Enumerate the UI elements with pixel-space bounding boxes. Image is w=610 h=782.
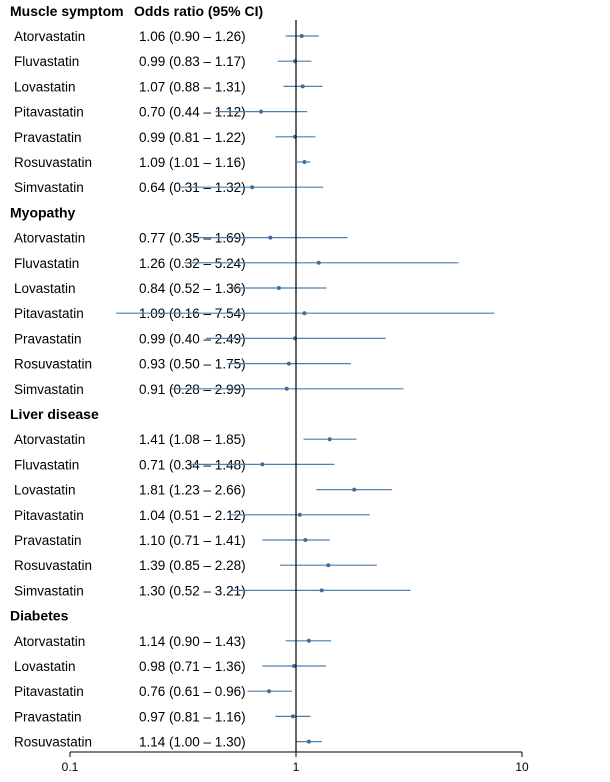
odds-ratio-point [319, 588, 324, 593]
odds-ratio-point [286, 361, 291, 366]
drug-label: Lovastatin [14, 281, 76, 296]
group-header: Diabetes [10, 608, 69, 624]
drug-label: Pitavastatin [14, 684, 84, 699]
x-tick-label: 1 [293, 760, 300, 774]
group-header: Liver disease [10, 406, 99, 422]
drug-label: Pitavastatin [14, 105, 84, 120]
odds-ratio-point [306, 739, 311, 744]
drug-label: Pitavastatin [14, 508, 84, 523]
odds-ratio-label: 1.30 (0.52 – 3.21) [139, 583, 246, 598]
drug-label: Lovastatin [14, 483, 76, 498]
odds-ratio-label: 1.09 (1.01 – 1.16) [139, 155, 246, 170]
drug-label: Pitavastatin [14, 306, 84, 321]
group-column-header: Muscle symptom [10, 3, 124, 19]
odds-ratio-label: 1.06 (0.90 – 1.26) [139, 29, 246, 44]
odds-ratio-label: 1.04 (0.51 – 2.12) [139, 508, 246, 523]
drug-label: Rosuvastatin [14, 155, 92, 170]
odds-ratio-point [326, 563, 331, 568]
drug-label: Simvastatin [14, 180, 84, 195]
odds-ratio-label: 1.39 (0.85 – 2.28) [139, 558, 246, 573]
x-tick-label: 0.1 [62, 760, 79, 774]
odds-ratio-label: 0.70 (0.44 – 1.12) [139, 105, 246, 120]
drug-label: Fluvastatin [14, 54, 79, 69]
drug-label: Pravastatin [14, 130, 82, 145]
drug-label: Simvastatin [14, 583, 84, 598]
drug-label: Pravastatin [14, 709, 82, 724]
odds-ratio-point [327, 437, 332, 442]
odds-ratio-point [276, 286, 281, 290]
drug-label: Rosuvastatin [14, 357, 92, 372]
odds-ratio-point [291, 714, 296, 719]
odds-ratio-point [292, 664, 297, 668]
odds-ratio-label: 0.76 (0.61 – 0.96) [139, 684, 246, 699]
odds-ratio-label: 0.77 (0.35 – 1.69) [139, 231, 246, 246]
odds-ratio-label: 0.98 (0.71 – 1.36) [139, 659, 246, 674]
odds-ratio-point [260, 462, 265, 467]
odds-ratio-point [284, 386, 289, 391]
odds-ratio-point [300, 84, 305, 89]
odds-ratio-label: 1.10 (0.71 – 1.41) [139, 533, 246, 548]
odds-ratio-point [302, 311, 307, 316]
odds-ratio-point [316, 260, 321, 265]
x-axis: 0.1 1 10 [62, 20, 529, 774]
drug-label: Atorvastatin [14, 29, 85, 44]
odds-ratio-point [267, 689, 272, 694]
odds-ratio-column-header: Odds ratio (95% CI) [134, 3, 263, 19]
odds-ratio-label: 1.81 (1.23 – 2.66) [139, 483, 246, 498]
odds-ratio-label: 0.93 (0.50 – 1.75) [139, 357, 246, 372]
drug-label: Atorvastatin [14, 634, 85, 649]
odds-ratio-label: 1.41 (1.08 – 1.85) [139, 432, 246, 447]
odds-ratio-point [250, 185, 255, 190]
drug-label: Rosuvastatin [14, 735, 92, 750]
odds-ratio-point [268, 235, 273, 240]
group-header: Myopathy [10, 204, 76, 220]
odds-ratio-label: 0.97 (0.81 – 1.16) [139, 709, 246, 724]
odds-ratio-point [302, 160, 307, 164]
odds-ratio-label: 1.14 (1.00 – 1.30) [139, 735, 246, 750]
odds-ratio-point [306, 638, 311, 643]
odds-ratio-label: 1.14 (0.90 – 1.43) [139, 634, 246, 649]
drug-label: Rosuvastatin [14, 558, 92, 573]
odds-ratio-point [352, 487, 357, 492]
rows-layer: Atorvastatin 1.06 (0.90 – 1.26) Fluvastati… [10, 29, 495, 750]
drug-label: Fluvastatin [14, 256, 79, 271]
odds-ratio-point [258, 109, 263, 114]
drug-label: Atorvastatin [14, 231, 85, 246]
odds-ratio-label: 0.84 (0.52 – 1.36) [139, 281, 246, 296]
odds-ratio-label: 0.99 (0.81 – 1.22) [139, 130, 246, 145]
drug-label: Simvastatin [14, 382, 84, 397]
drug-label: Atorvastatin [14, 432, 85, 447]
odds-ratio-point [297, 512, 302, 517]
odds-ratio-point [303, 538, 308, 542]
drug-label: Pravastatin [14, 533, 82, 548]
odds-ratio-label: 0.99 (0.40 – 2.49) [139, 331, 246, 346]
odds-ratio-label: 0.99 (0.83 – 1.17) [139, 54, 246, 69]
x-tick-label: 10 [515, 760, 529, 774]
odds-ratio-point [299, 34, 304, 38]
drug-label: Fluvastatin [14, 457, 79, 472]
odds-ratio-label: 1.07 (0.88 – 1.31) [139, 79, 246, 94]
drug-label: Pravastatin [14, 331, 82, 346]
drug-label: Lovastatin [14, 659, 76, 674]
drug-label: Lovastatin [14, 79, 76, 94]
